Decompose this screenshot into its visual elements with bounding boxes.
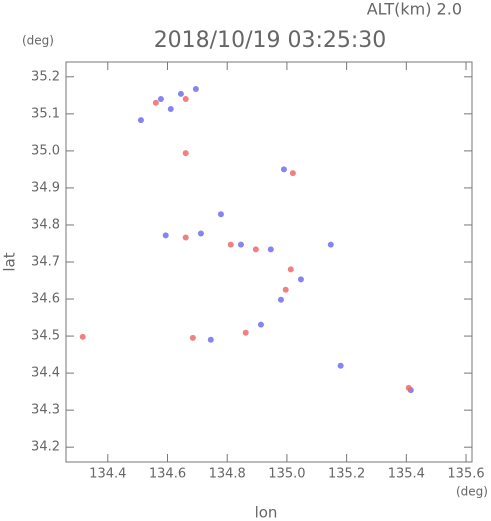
y-tick-label: 34.7 [31,255,60,270]
echo-point [257,321,264,328]
echo-point [289,170,296,177]
echo-point [267,246,274,253]
y-tick-label: 35.2 [31,69,60,84]
echo-point [197,230,204,237]
echo-point [177,90,184,97]
echo-point [237,241,244,248]
x-unit: (deg) [456,485,488,499]
echo-point [277,296,284,303]
echo-point [182,234,189,241]
echo-point [280,166,287,173]
chart-title: 2018/10/19 03:25:30 [154,28,387,53]
echo-point [182,150,189,157]
echo-point [182,96,189,103]
y-tick-label: 34.6 [31,292,60,307]
y-tick-label: 34.3 [31,403,60,418]
x-tick-label: 135.6 [447,467,484,482]
y-axis-label: lat [1,252,19,271]
x-tick-label: 134.8 [209,467,246,482]
echo-point [337,362,344,369]
echo-point [137,117,144,124]
y-unit: (deg) [22,34,54,48]
x-tick-label: 135.4 [388,467,425,482]
y-tick-label: 34.4 [31,366,60,381]
echo-point [79,333,86,340]
echo-point [282,286,289,293]
echo-point [297,276,304,283]
y-tick-label: 34.2 [31,440,60,455]
echo-point [327,241,334,248]
echo-point [157,96,164,103]
chart-subtitle: ALT(km) 2.0 [367,0,462,19]
echo-point [152,99,159,106]
x-axis-label: lon [255,504,278,521]
echo-point [252,246,259,253]
echo-point [167,106,174,113]
y-tick-label: 34.8 [31,217,60,232]
echo-point [405,384,412,391]
echo-point [192,86,199,93]
y-tick-label: 35.0 [31,143,60,158]
y-tick-label: 34.5 [31,329,60,344]
y-tick-label: 35.1 [31,106,60,121]
echo-point [287,266,294,273]
x-tick-label: 134.6 [149,467,186,482]
echo-point [207,336,214,343]
x-tick-label: 135.0 [268,467,305,482]
echo-point [227,241,234,248]
echo-point [242,329,249,336]
echo-point [189,334,196,341]
echo-point [162,232,169,239]
y-tick-label: 34.9 [31,180,60,195]
plot-frame [65,61,473,463]
x-tick-label: 135.2 [328,467,365,482]
echo-point [217,211,224,218]
x-tick-label: 134.4 [89,467,126,482]
